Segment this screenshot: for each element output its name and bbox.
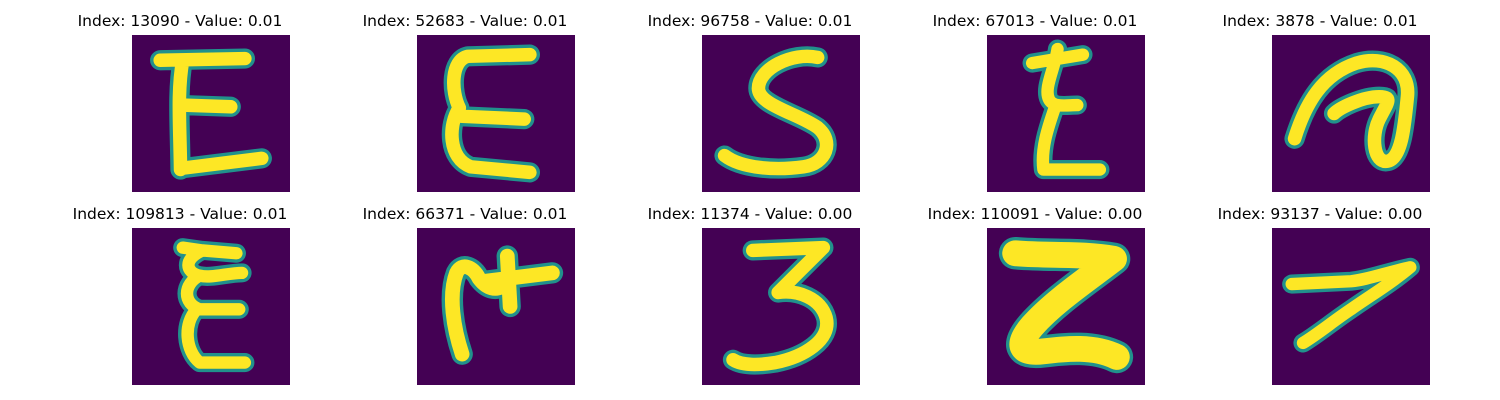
panel-8: Index: 11374 - Value: 0.00 xyxy=(600,193,900,386)
digit-image-S xyxy=(702,35,860,192)
digit-image-loop xyxy=(1272,35,1430,192)
digit-image-E-wavy xyxy=(132,228,290,385)
digit-image-3 xyxy=(702,228,860,385)
digit-image-Z xyxy=(987,228,1145,385)
panel-title: Index: 52683 - Value: 0.01 xyxy=(362,12,568,30)
panel-5: Index: 3878 - Value: 0.01 xyxy=(1170,0,1470,193)
panel-7: Index: 66371 - Value: 0.01 xyxy=(315,193,615,386)
panel-4: Index: 67013 - Value: 0.01 xyxy=(885,0,1185,193)
panel-6: Index: 109813 - Value: 0.01 xyxy=(30,193,330,386)
panel-title: Index: 109813 - Value: 0.01 xyxy=(72,205,288,223)
digit-image-7 xyxy=(1272,228,1430,385)
panel-title: Index: 110091 - Value: 0.00 xyxy=(927,205,1143,223)
panel-1: Index: 13090 - Value: 0.01 xyxy=(30,0,330,193)
panel-9: Index: 110091 - Value: 0.00 xyxy=(885,193,1185,386)
panel-title: Index: 67013 - Value: 0.01 xyxy=(932,12,1138,30)
panel-title: Index: 3878 - Value: 0.01 xyxy=(1222,12,1418,30)
panel-3: Index: 96758 - Value: 0.01 xyxy=(600,0,900,193)
digit-image-epsilon xyxy=(417,35,575,192)
digit-image-E xyxy=(132,35,290,192)
panel-2: Index: 52683 - Value: 0.01 xyxy=(315,0,615,193)
panel-title: Index: 93137 - Value: 0.00 xyxy=(1217,205,1423,223)
panel-10: Index: 93137 - Value: 0.00 xyxy=(1170,193,1470,386)
digit-image-scrawl xyxy=(417,228,575,385)
panel-title: Index: 66371 - Value: 0.01 xyxy=(362,205,568,223)
panel-title: Index: 13090 - Value: 0.01 xyxy=(77,12,283,30)
digit-image-zeta xyxy=(987,35,1145,192)
panel-title: Index: 96758 - Value: 0.01 xyxy=(647,12,853,30)
panel-title: Index: 11374 - Value: 0.00 xyxy=(647,205,853,223)
